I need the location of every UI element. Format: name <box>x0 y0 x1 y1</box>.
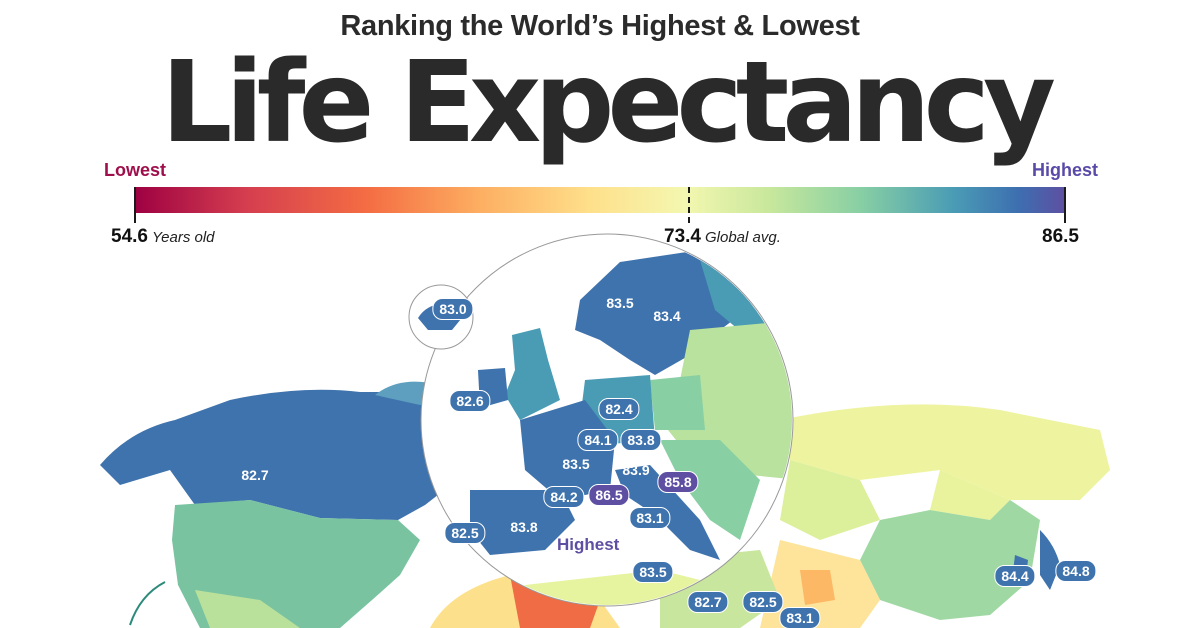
inset-poland <box>650 375 705 430</box>
scale-min-tick <box>134 187 136 223</box>
scale-max-value: 86.5 <box>1042 226 1079 247</box>
scale-max: 86.5 <box>1042 226 1079 248</box>
label-cyprus: 82.7 <box>687 591 729 613</box>
label-sweden: 83.4 <box>653 308 681 324</box>
region-mongolia <box>930 470 1010 520</box>
label-monaco: 86.5 <box>588 484 630 506</box>
color-scale-bar <box>135 187 1065 213</box>
label-italy: 83.1 <box>629 507 671 529</box>
label-liechtenstein: 83.8 <box>620 429 662 451</box>
inset-balkans <box>660 440 760 540</box>
label-south-korea: 84.4 <box>994 565 1036 587</box>
region-canada <box>100 389 470 520</box>
page-title: Life Expectancy <box>161 38 1056 168</box>
scale-average: 73.4 Global avg. <box>664 226 781 248</box>
region-central-asia <box>780 460 880 540</box>
scale-min: 54.6 Years old <box>111 226 215 248</box>
global-average-marker <box>688 187 690 223</box>
pointer-arrow <box>129 581 166 626</box>
label-israel: 83.1 <box>779 607 821 628</box>
label-andorra: 84.2 <box>543 486 585 508</box>
inset-uk <box>505 328 560 420</box>
region-mexico <box>195 590 300 628</box>
label-france: 83.5 <box>562 456 590 472</box>
region-china <box>860 500 1040 620</box>
label-portugal: 82.5 <box>444 522 486 544</box>
label-san-marino: 85.8 <box>657 471 699 493</box>
label-germany: 82.4 <box>598 398 640 420</box>
scale-min-unit: Years old <box>151 229 215 246</box>
region-japan <box>1040 530 1060 590</box>
label-norway: 83.5 <box>606 295 634 311</box>
legend-highest-label: Highest <box>1032 160 1099 180</box>
region-russia <box>780 404 1110 500</box>
label-canada: 82.7 <box>241 467 269 483</box>
scale-avg-value: 73.4 <box>664 226 701 247</box>
label-luxembourg: 84.1 <box>577 429 619 451</box>
label-spain: 83.8 <box>510 519 538 535</box>
scale-avg-label: Global avg. <box>704 229 781 246</box>
label-lebanon: 82.5 <box>742 591 784 613</box>
scale-min-value: 54.6 <box>111 226 148 247</box>
label-switzerland: 83.9 <box>622 462 650 478</box>
label-ireland: 82.6 <box>449 390 491 412</box>
label-japan: 84.8 <box>1055 560 1097 582</box>
region-nepal-area <box>800 570 835 605</box>
scale-max-tick <box>1064 187 1066 223</box>
label-iceland: 83.0 <box>432 298 474 320</box>
highest-annotation: Highest <box>557 535 620 554</box>
label-malta: 83.5 <box>632 561 674 583</box>
legend-lowest-label: Lowest <box>104 160 167 180</box>
subtitle: Ranking the World’s Highest & Lowest <box>340 10 860 42</box>
inset-france <box>520 400 615 500</box>
